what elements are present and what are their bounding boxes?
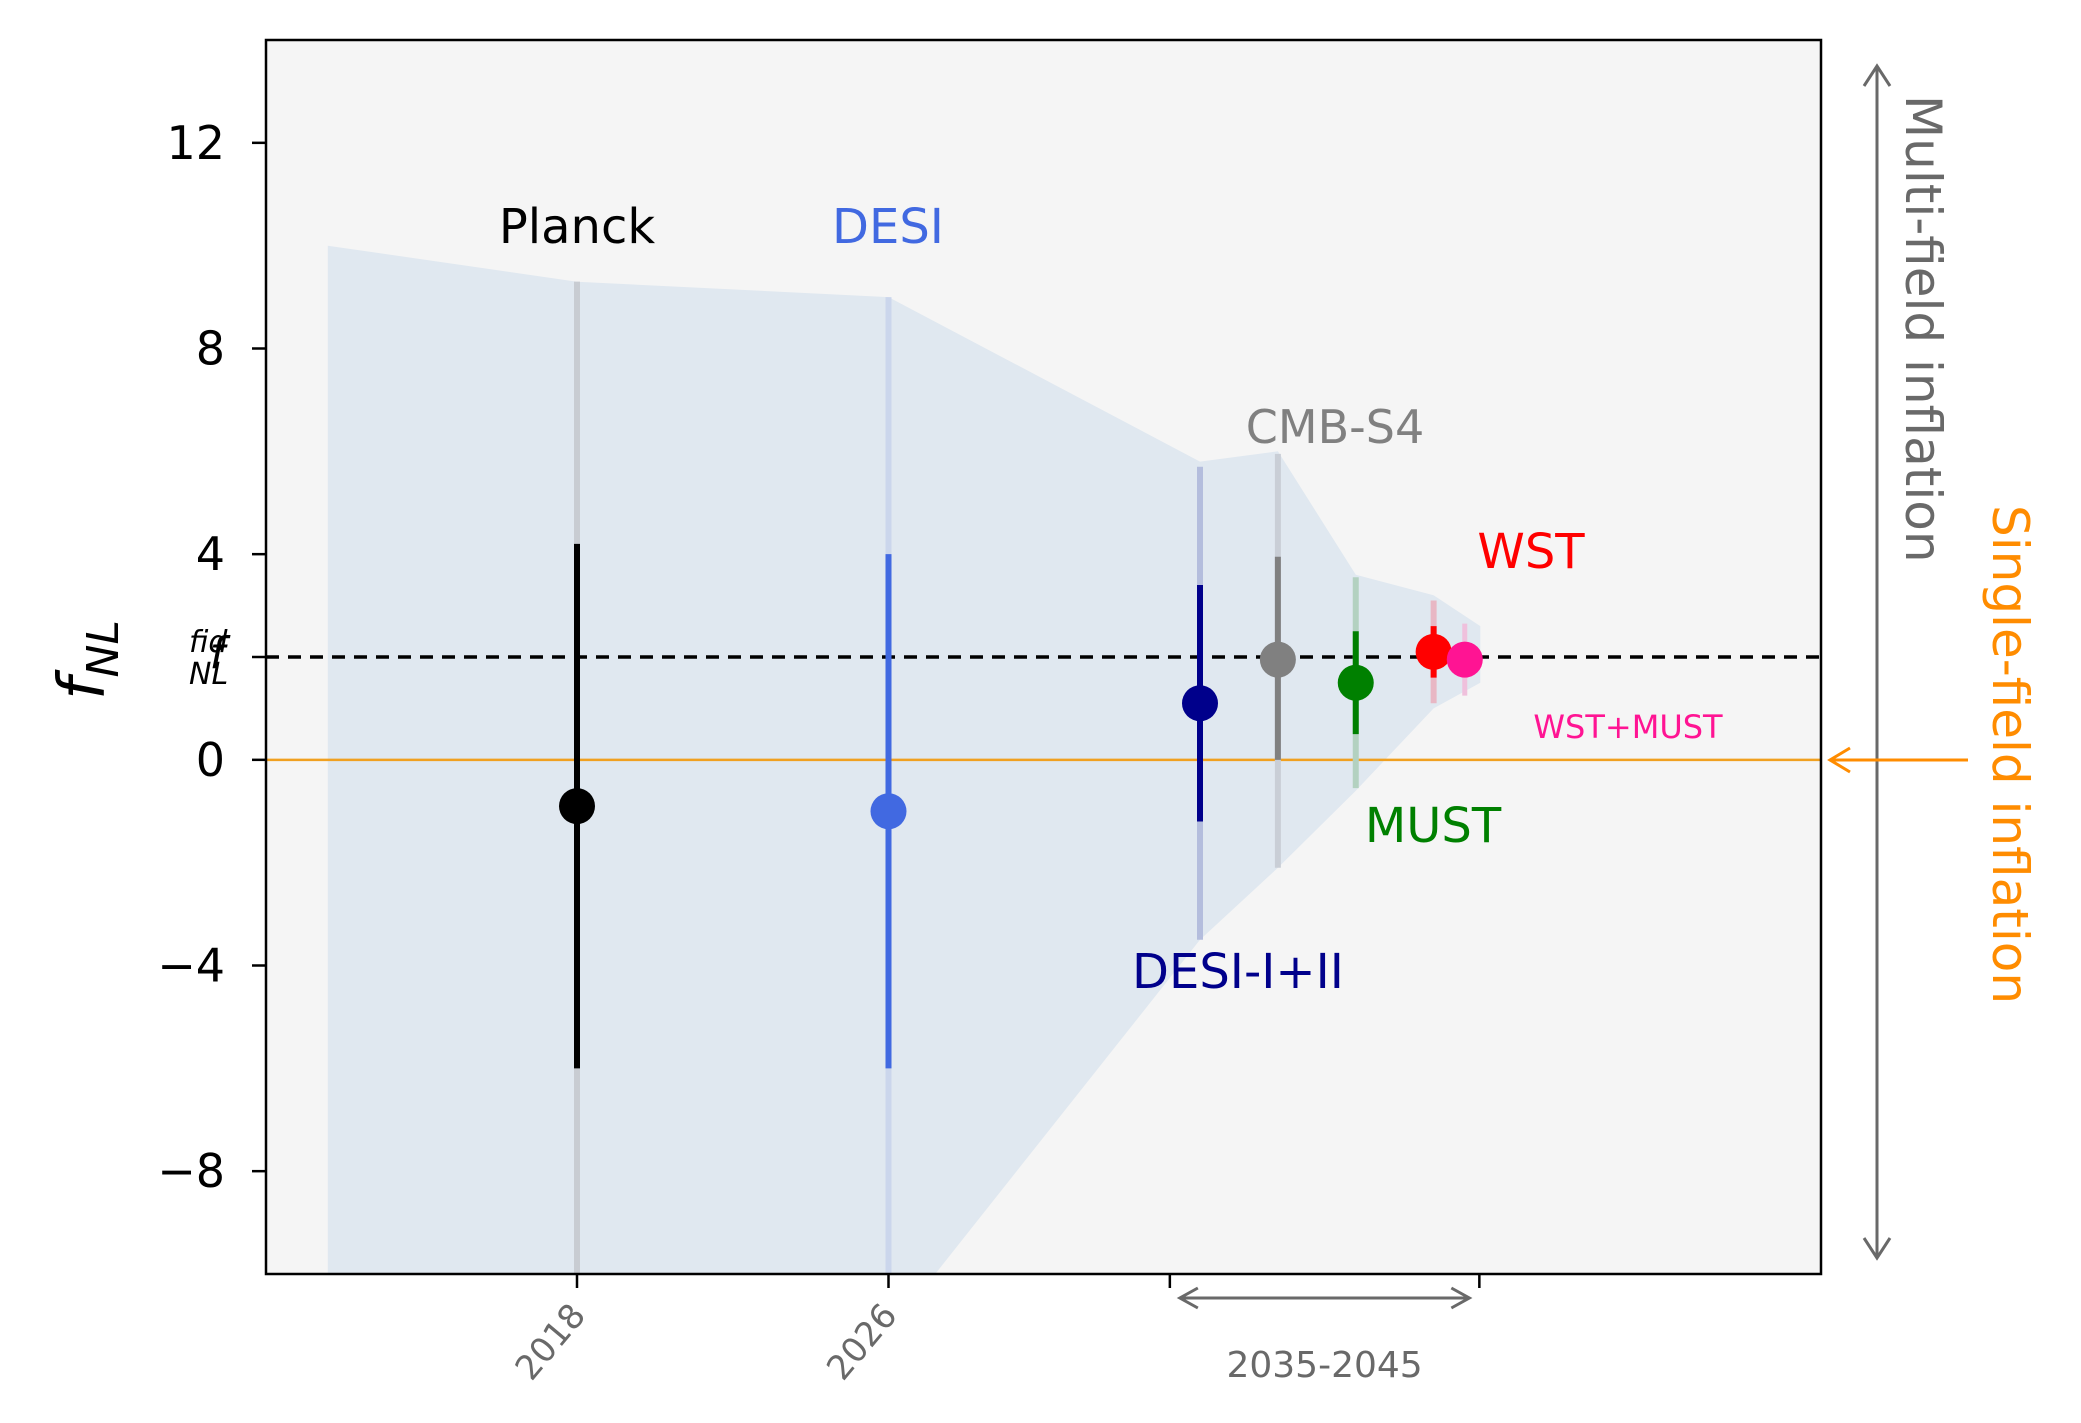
point-must	[1337, 664, 1374, 701]
label-cmb-s4: CMB-S4	[1246, 400, 1424, 454]
arrow-up-icon	[1862, 63, 1892, 87]
fid-label-sub: NL	[189, 657, 228, 692]
label-planck: Planck	[499, 199, 656, 255]
point-wst-must	[1446, 641, 1483, 678]
point-cmb-s4	[1259, 641, 1296, 678]
y-tick-label: −8	[157, 1144, 225, 1198]
y-axis-label: fNL	[46, 620, 129, 700]
label-wst-must: WST+MUST	[1533, 708, 1723, 746]
series-labels: Planck DESI DESI-I+II CMB-S4 MUST WST WST+MUST	[499, 199, 1723, 1000]
arrow-down-icon	[1862, 1237, 1892, 1261]
label-must: MUST	[1365, 798, 1502, 854]
x-tick-label: 2026	[819, 1296, 905, 1388]
y-tick-label: −4	[157, 939, 225, 993]
point-wst	[1415, 633, 1452, 670]
multi-field-annotation: Multi-field inflation	[1862, 63, 1952, 1261]
multi-field-label: Multi-field inflation	[1894, 95, 1952, 563]
label-desi: DESI	[832, 199, 944, 255]
future-range-bracket: 2035-2045	[1176, 1286, 1473, 1386]
y-tick-label: 12	[166, 116, 225, 170]
arrow-left-icon	[1827, 746, 1851, 774]
label-desi-i-ii: DESI-I+II	[1132, 944, 1344, 1000]
point-desi	[870, 793, 907, 830]
point-desi-i-ii	[1182, 685, 1218, 722]
x-tick-label: 2018	[508, 1296, 594, 1388]
point-planck	[559, 788, 595, 825]
future-range-label: 2035-2045	[1226, 1345, 1422, 1386]
label-wst: WST	[1477, 524, 1585, 580]
y-tick-label: 8	[196, 322, 225, 376]
single-field-annotation: Single-field inflation	[1827, 505, 2039, 1004]
y-tick-label: 0	[196, 733, 225, 787]
fid-label-sup: fid	[189, 625, 228, 660]
y-axis: −8 −4 0 4 8 12	[157, 116, 266, 1198]
range-arrow-right-icon	[1450, 1286, 1473, 1310]
y-tick-label: 4	[196, 527, 225, 581]
single-field-label: Single-field inflation	[1981, 505, 2039, 1004]
range-arrow-left-icon	[1176, 1286, 1199, 1310]
